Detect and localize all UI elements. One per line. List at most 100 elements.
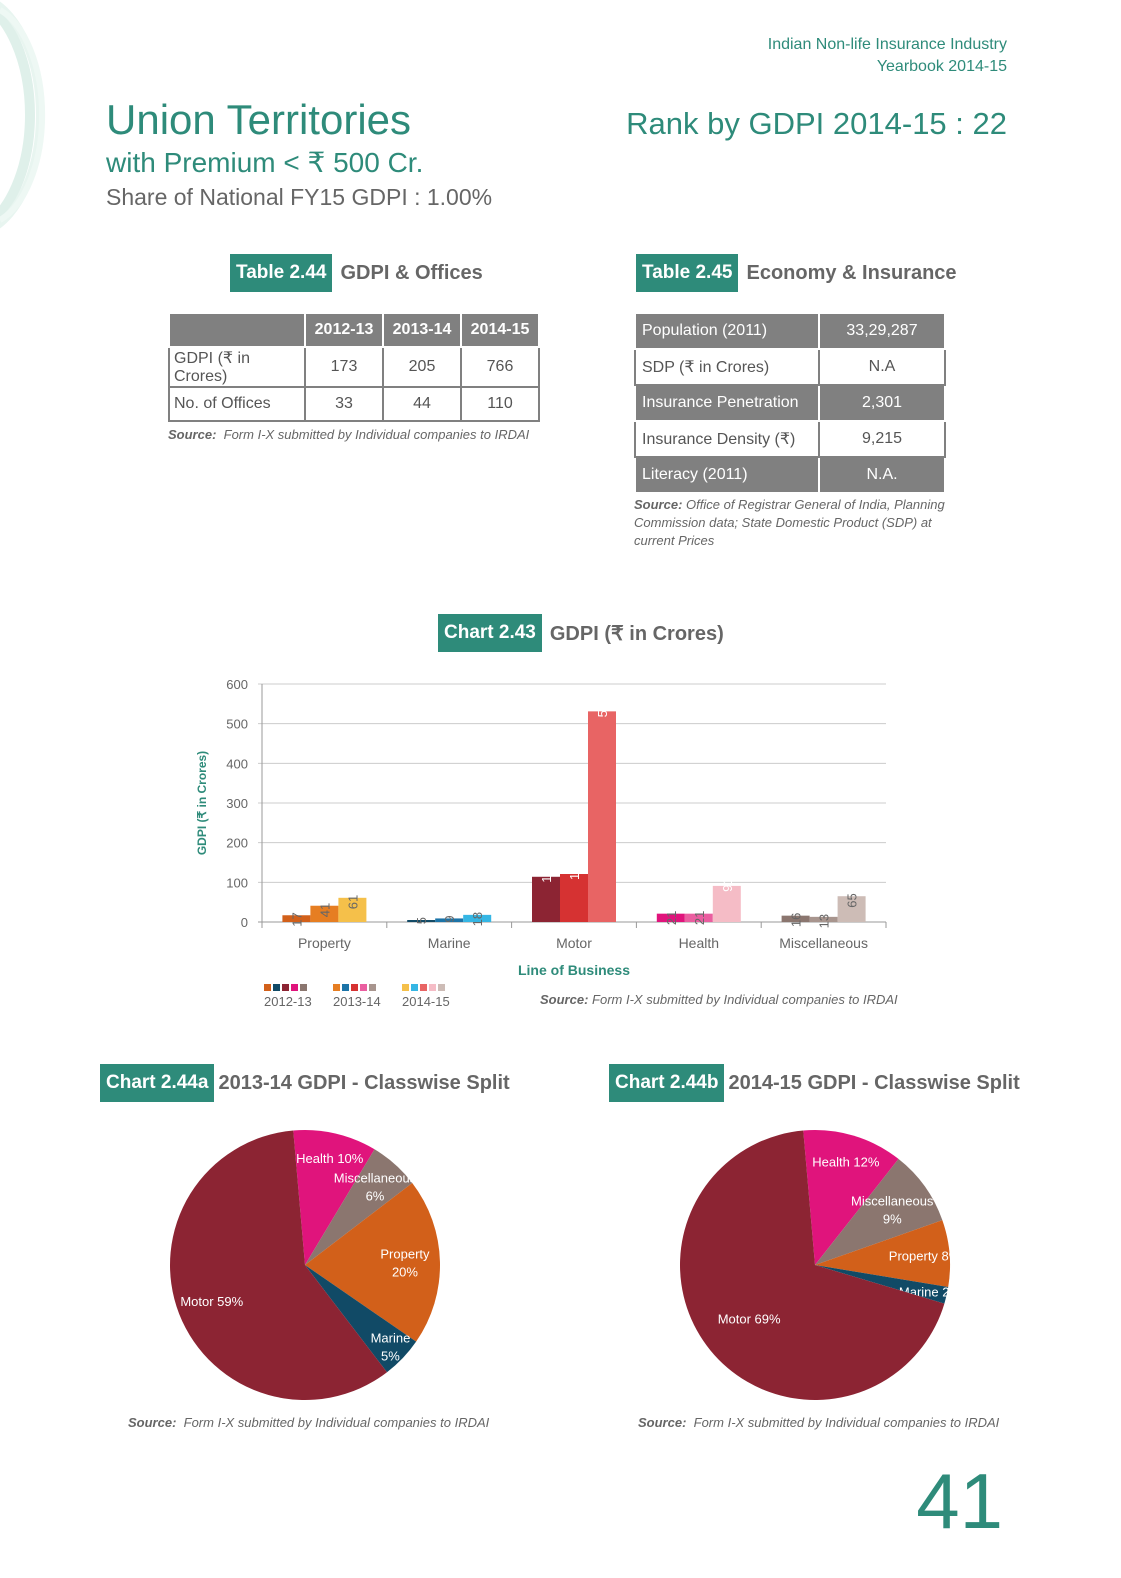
- bar-motor-2014-15: [588, 711, 616, 922]
- data-label: 91: [720, 877, 735, 891]
- slice-percent: 6%: [366, 1189, 385, 1204]
- data-label: 21: [692, 911, 707, 925]
- row-label: GDPI (₹ in Crores): [168, 346, 306, 388]
- data-label: 531: [595, 696, 610, 718]
- source-text: Form I-X submitted by Individual compani…: [183, 1415, 490, 1430]
- source-text-line-1: Office of Registrar General of India, Pl…: [686, 497, 945, 512]
- rank-label: Rank by GDPI 2014-15 : 22: [626, 106, 1007, 141]
- bar-motor-2013-14: [560, 874, 588, 922]
- pie-slice-miscellaneous: [305, 1149, 413, 1265]
- slice-percent: 9%: [883, 1212, 902, 1227]
- source-text: Form I-X submitted by Individual compani…: [223, 427, 530, 442]
- cell-value: 173: [304, 346, 384, 388]
- page-subtitle: with Premium < ₹ 500 Cr.: [106, 147, 424, 178]
- x-tick-label: Marine: [428, 935, 471, 951]
- pie-slice-motor: [170, 1130, 387, 1400]
- chart-2-43-source: Source: Form I-X submitted by Individual…: [540, 991, 898, 1009]
- table-row: No. of Offices 33 44 110: [168, 386, 540, 422]
- cell-value: 33,29,287: [818, 312, 946, 350]
- table-2-45-caption: Table 2.45 Economy & Insurance: [636, 254, 957, 292]
- x-tick-label: Miscellaneous: [779, 935, 868, 951]
- table-row: Population (2011) 33,29,287: [634, 312, 946, 350]
- bar-motor-2012-13: [532, 876, 560, 922]
- x-axis-title: Line of Business: [518, 962, 630, 978]
- source-text-line-2: Commission data; State Domestic Product …: [634, 515, 932, 530]
- row-label: No. of Offices: [168, 386, 306, 422]
- legend-swatch: [264, 984, 271, 991]
- row-label: Literacy (2011): [634, 456, 820, 494]
- chart-2-44a-caption: Chart 2.44a 2013-14 GDPI - Classwise Spl…: [100, 1064, 510, 1102]
- data-label: 13: [817, 914, 832, 928]
- y-tick-label: 200: [226, 836, 248, 851]
- table-2-45-source: Source: Office of Registrar General of I…: [634, 496, 945, 550]
- y-tick-label: 400: [226, 756, 248, 771]
- bar-health-2014-15: [712, 885, 741, 922]
- chart-title: GDPI (₹ in Crores): [549, 622, 724, 645]
- legend-swatch: [333, 984, 340, 991]
- decorative-arcs: [0, 1, 46, 229]
- slice-label: Property 8%: [889, 1248, 960, 1263]
- slice-label: Marine: [371, 1330, 411, 1345]
- data-label: 114: [539, 862, 554, 883]
- cell-value: 2,301: [818, 384, 946, 422]
- legend-label: 2012-13: [264, 994, 312, 1009]
- data-label: 9: [442, 915, 457, 922]
- year-header: 2013-14: [382, 312, 462, 348]
- bar-property-2012-13: [282, 915, 311, 922]
- y-tick-label: 0: [241, 915, 248, 930]
- legend-swatch: [360, 984, 367, 991]
- page-header: Indian Non-life Insurance Industry Yearb…: [768, 34, 1007, 78]
- legend-swatch: [438, 984, 445, 991]
- cell-value: 110: [460, 386, 540, 422]
- legend-label: 2014-15: [402, 994, 450, 1009]
- table-title: Economy & Insurance: [746, 261, 957, 284]
- row-label: Insurance Density (₹): [634, 420, 820, 458]
- economy-insurance-table: Population (2011) 33,29,287 SDP (₹ in Cr…: [634, 312, 946, 494]
- y-tick-label: 500: [226, 717, 248, 732]
- chart-2-43-caption: Chart 2.43 GDPI (₹ in Crores): [438, 614, 724, 652]
- source-label: Source:: [540, 992, 589, 1007]
- slice-label: Miscellaneous: [334, 1171, 417, 1186]
- pie-slice-marine: [815, 1265, 949, 1304]
- pie-slice-miscellaneous: [815, 1158, 943, 1265]
- y-tick-label: 300: [226, 796, 248, 811]
- source-label: Source:: [168, 427, 217, 442]
- data-label: 121: [567, 858, 582, 880]
- bar-miscellaneous-2014-15: [837, 896, 866, 922]
- legend-swatch: [291, 984, 298, 991]
- legend-swatch: [411, 984, 418, 991]
- pie-slice-health: [293, 1130, 375, 1265]
- row-label: Population (2011): [634, 312, 820, 350]
- cell-value: 44: [382, 386, 462, 422]
- slice-label: Miscellaneous: [851, 1194, 934, 1209]
- table-tag: Table 2.44: [230, 254, 333, 292]
- cell-value: 33: [304, 386, 384, 422]
- chart-title: 2013-14 GDPI - Classwise Split: [218, 1071, 510, 1094]
- source-text: Form I-X submitted by Individual compani…: [592, 992, 898, 1007]
- pie-slice-health: [803, 1130, 899, 1265]
- y-axis-title: GDPI (₹ in Crores): [195, 751, 209, 855]
- table-row: SDP (₹ in Crores) N.A: [634, 348, 946, 386]
- bar-health-2013-14: [684, 913, 713, 922]
- data-label: 41: [317, 903, 332, 917]
- chart-tag: Chart 2.44a: [100, 1064, 215, 1102]
- gdpi-bar-chart: 0 100 200 300 400 500 600 Property 17 41 61 Marine 5…: [195, 677, 887, 1009]
- source-label: Source:: [128, 1415, 177, 1430]
- cell-value: N.A: [818, 348, 946, 386]
- chart-tag: Chart 2.43: [438, 614, 542, 652]
- table-row: Insurance Density (₹) 9,215: [634, 420, 946, 458]
- legend-swatch: [273, 984, 280, 991]
- data-label: 18: [470, 912, 485, 926]
- legend-swatch: [420, 984, 427, 991]
- legend-label: 2013-14: [333, 994, 381, 1009]
- bar-marine-2013-14: [435, 918, 464, 922]
- source-label: Source:: [634, 497, 683, 512]
- bar-miscellaneous-2013-14: [809, 916, 838, 922]
- chart-2-44a-source: Source: Form I-X submitted by Individual…: [128, 1414, 489, 1432]
- header-blank-cell: [168, 312, 306, 348]
- slice-label: Motor 59%: [180, 1294, 243, 1309]
- slice-label: Motor 69%: [718, 1312, 781, 1327]
- cell-value: 9,215: [818, 420, 946, 458]
- legend-swatch: [342, 984, 349, 991]
